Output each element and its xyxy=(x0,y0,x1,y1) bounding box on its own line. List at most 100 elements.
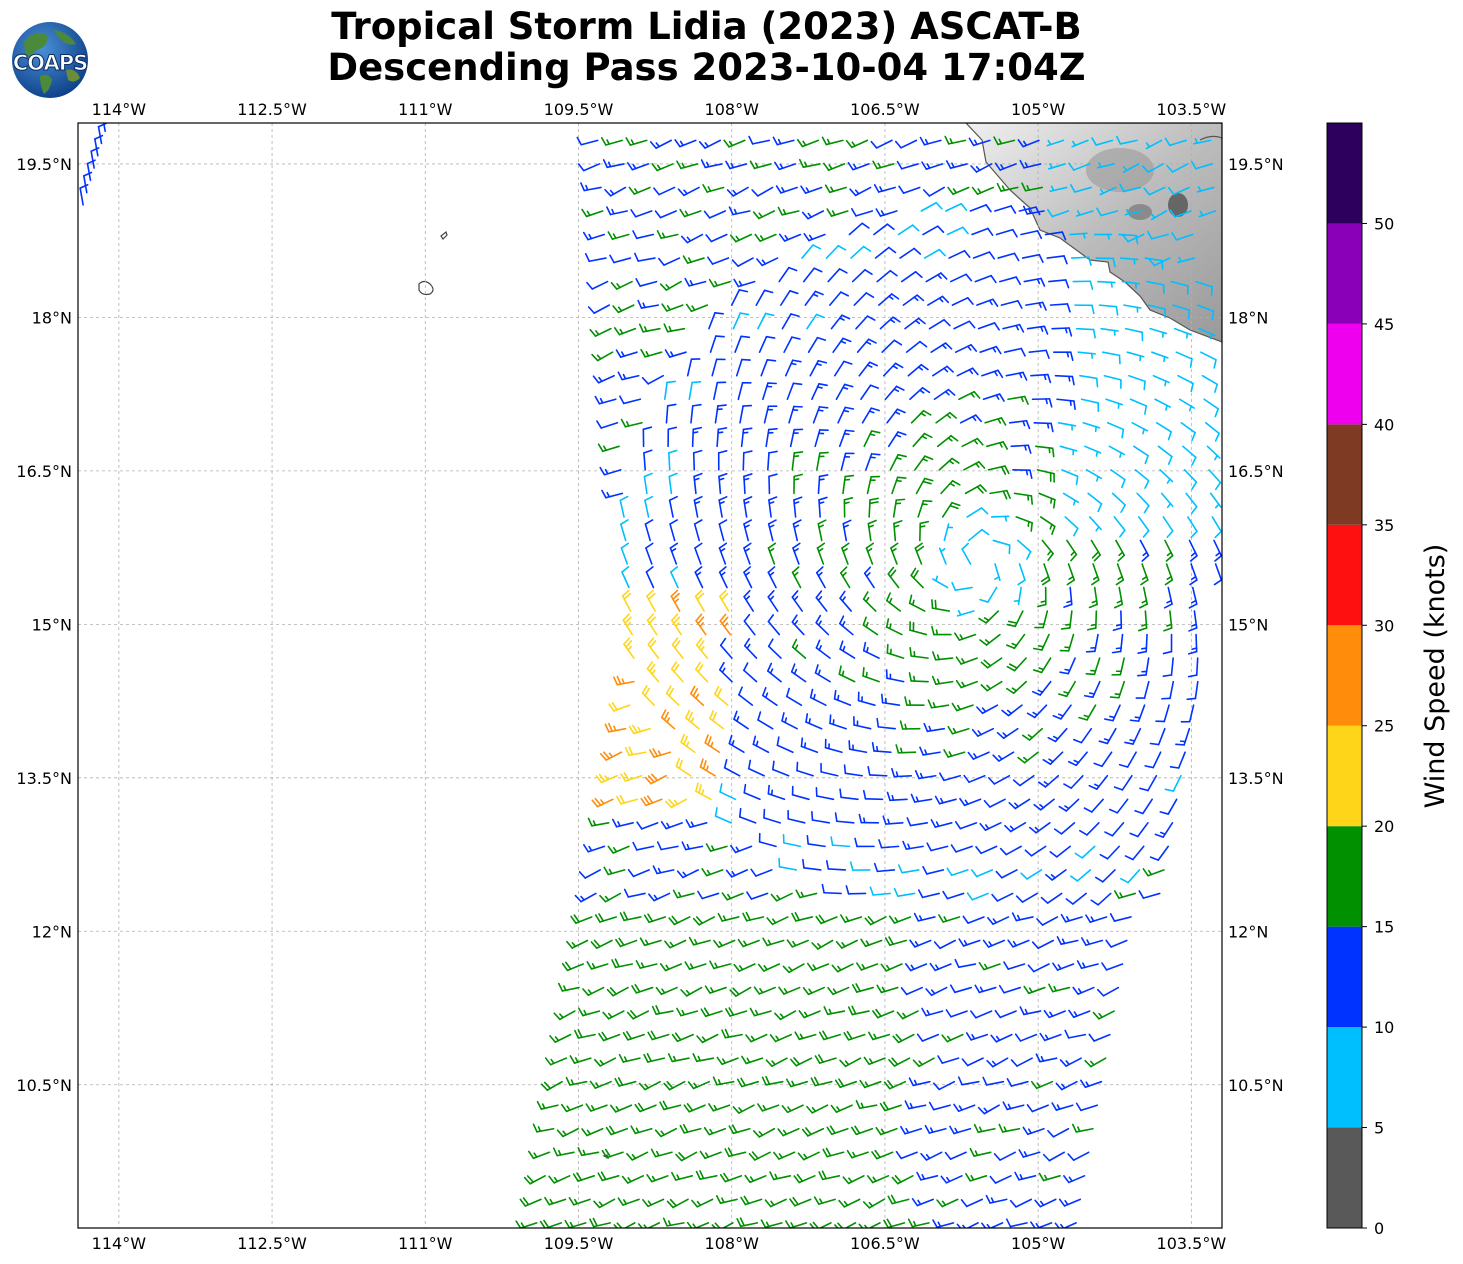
wind-barb xyxy=(1026,325,1049,335)
wind-barb xyxy=(990,515,1010,522)
wind-barb xyxy=(1208,469,1222,491)
wind-barb xyxy=(695,637,709,659)
wind-barb xyxy=(970,869,994,878)
wind-barb xyxy=(1048,162,1066,170)
wind-barb xyxy=(617,1197,640,1206)
wind-barb xyxy=(806,313,826,330)
wind-barb xyxy=(1183,469,1198,490)
wind-barb xyxy=(767,542,777,565)
wind-barb xyxy=(568,1197,591,1206)
wind-barb xyxy=(1079,822,1100,836)
wind-barb xyxy=(1052,704,1072,720)
wind-barb xyxy=(1147,304,1166,319)
wind-barb xyxy=(1097,280,1116,288)
wind-barb xyxy=(1139,774,1158,792)
wind-barb xyxy=(721,1028,743,1039)
wind-barb xyxy=(911,1198,934,1207)
wind-barb xyxy=(593,1198,616,1209)
wind-barb xyxy=(979,586,998,603)
wind-barb xyxy=(589,1217,612,1228)
wind-barb xyxy=(814,1054,837,1064)
wind-barb xyxy=(1060,610,1073,630)
wind-barb xyxy=(1042,751,1064,765)
wind-barb xyxy=(922,186,945,197)
wind-barb xyxy=(931,599,951,612)
wind-barb xyxy=(1061,469,1079,486)
wind-barb xyxy=(728,734,745,754)
wind-barb xyxy=(1018,1149,1041,1158)
wind-barb xyxy=(831,963,854,973)
wind-barb xyxy=(785,687,803,706)
lon-tick-label: 105°W xyxy=(1011,100,1066,119)
wind-barb xyxy=(1161,680,1175,700)
wind-barb xyxy=(695,782,712,801)
wind-barb xyxy=(675,1151,698,1162)
wind-barb xyxy=(823,1006,846,1016)
wind-barb xyxy=(868,497,879,518)
wind-barb xyxy=(667,449,678,471)
wind-barb xyxy=(90,147,100,169)
wind-barb xyxy=(651,163,674,172)
wind-barb xyxy=(1004,822,1027,833)
wind-barb xyxy=(586,961,609,970)
wind-barb xyxy=(711,358,726,377)
wind-barb xyxy=(845,885,867,895)
wind-barb xyxy=(645,542,654,565)
wind-barb xyxy=(1124,845,1145,861)
wind-barb xyxy=(762,687,778,706)
lat-tick-label: 19.5°N xyxy=(16,155,72,174)
wind-barb xyxy=(863,430,881,448)
wind-barb xyxy=(931,625,952,636)
wind-barb xyxy=(824,738,843,754)
wind-barb xyxy=(975,845,998,855)
wind-barb xyxy=(933,939,956,950)
wind-barb xyxy=(857,691,876,706)
wind-barb xyxy=(1146,280,1165,294)
wind-barb xyxy=(1154,822,1174,838)
wind-barb xyxy=(873,184,896,193)
wind-barb xyxy=(665,685,680,706)
wind-barb xyxy=(697,890,720,900)
wind-barb xyxy=(700,1007,723,1018)
wind-barb xyxy=(976,298,999,307)
wind-barb xyxy=(772,760,790,777)
wind-barb xyxy=(855,315,876,330)
wind-barb xyxy=(599,751,623,761)
wind-barb xyxy=(827,986,850,996)
wind-barb xyxy=(641,374,664,385)
wind-barb xyxy=(1162,657,1174,678)
wind-barb xyxy=(623,637,635,659)
wind-barb xyxy=(1023,985,1046,995)
wind-barb xyxy=(993,1151,1016,1161)
wind-barb xyxy=(815,786,835,801)
wind-barb xyxy=(746,891,769,900)
wind-barb xyxy=(921,161,944,170)
wind-barb xyxy=(1190,160,1213,170)
wind-barb xyxy=(1142,868,1165,877)
wind-barb xyxy=(909,387,931,401)
wind-barb xyxy=(1093,233,1113,240)
wind-barb xyxy=(830,1104,853,1113)
colorbar-segment xyxy=(1327,826,1362,927)
wind-barb xyxy=(587,817,610,827)
wind-barb xyxy=(680,986,703,997)
wind-barb xyxy=(1014,1171,1037,1181)
wind-barb xyxy=(1137,657,1150,677)
wind-barb xyxy=(631,984,654,994)
wind-barb xyxy=(932,1080,956,1091)
wind-barb xyxy=(561,961,585,972)
wind-barb xyxy=(817,519,827,542)
wind-barb xyxy=(825,244,847,259)
wind-barb xyxy=(585,1103,608,1112)
wind-barb xyxy=(786,382,803,401)
wind-barb xyxy=(1123,304,1142,313)
wind-barb xyxy=(1198,210,1217,218)
wind-barb xyxy=(1012,469,1033,480)
wind-barb xyxy=(738,807,757,824)
wind-barb xyxy=(713,381,727,401)
wind-barb xyxy=(907,1218,930,1228)
wind-barb xyxy=(1188,610,1198,632)
wind-barb xyxy=(953,320,976,330)
wind-barb xyxy=(627,868,650,878)
wind-barb xyxy=(858,813,880,824)
